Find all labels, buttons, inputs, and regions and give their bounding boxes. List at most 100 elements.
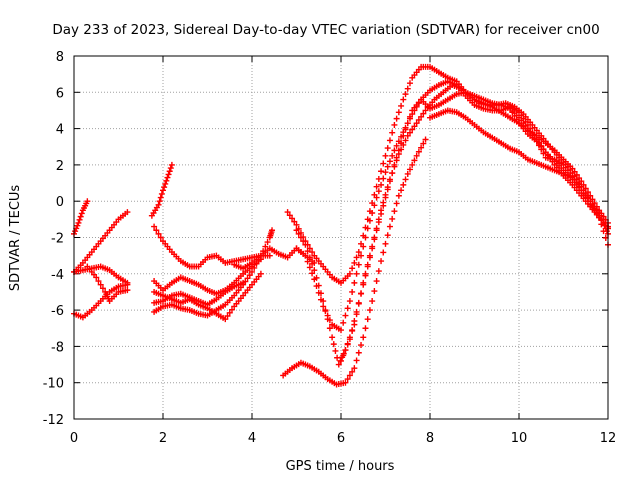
- data-point: [386, 223, 393, 230]
- series-track-5: [84, 263, 131, 305]
- data-point: [389, 129, 396, 136]
- data-point: [251, 264, 258, 271]
- data-point: [244, 275, 251, 282]
- data-point: [395, 109, 402, 116]
- data-point: [155, 201, 162, 208]
- data-point: [304, 248, 311, 255]
- data-point: [344, 376, 351, 383]
- data-point: [373, 227, 380, 234]
- data-point: [342, 379, 349, 386]
- data-point: [99, 285, 106, 292]
- data-point: [386, 137, 393, 144]
- data-point: [293, 221, 300, 228]
- data-point: [246, 272, 253, 279]
- data-point: [76, 216, 83, 223]
- data-point: [409, 126, 416, 133]
- data-point: [415, 148, 422, 155]
- data-point: [340, 319, 347, 326]
- data-point: [389, 152, 396, 159]
- y-tick-label: -12: [43, 413, 64, 428]
- data-point: [342, 347, 349, 354]
- data-point: [386, 158, 393, 165]
- data-point: [375, 268, 382, 275]
- data-point: [378, 168, 385, 175]
- data-point: [384, 145, 391, 152]
- data-point: [400, 181, 407, 188]
- data-point: [344, 341, 351, 348]
- data-point: [600, 219, 607, 226]
- data-point: [284, 209, 291, 216]
- data-point: [400, 96, 407, 103]
- data-point: [351, 317, 358, 324]
- data-point: [584, 198, 591, 205]
- x-tick-label: 6: [337, 431, 345, 446]
- data-point: [404, 120, 411, 127]
- data-point: [351, 279, 358, 286]
- data-point: [309, 270, 316, 277]
- data-point: [124, 209, 131, 216]
- data-point: [160, 187, 166, 194]
- data-point: [398, 102, 405, 109]
- data-point: [507, 105, 514, 112]
- data-point: [362, 325, 369, 332]
- data-point: [509, 109, 516, 116]
- data-point: [317, 290, 324, 297]
- data-point: [306, 264, 313, 271]
- data-point: [573, 180, 580, 187]
- data-point: [511, 112, 518, 119]
- y-tick-label: -4: [51, 268, 64, 283]
- data-point: [380, 160, 387, 167]
- x-tick-label: 4: [248, 431, 256, 446]
- data-point: [384, 186, 391, 193]
- data-point: [366, 254, 373, 261]
- data-point: [380, 175, 387, 182]
- data-point: [398, 140, 405, 147]
- data-point: [364, 316, 371, 323]
- data-point: [411, 123, 418, 130]
- data-point: [315, 282, 322, 289]
- data-point: [78, 210, 85, 217]
- data-point: [269, 227, 276, 234]
- data-point: [536, 142, 543, 149]
- y-tick-label: 0: [56, 195, 64, 210]
- data-point: [249, 268, 255, 275]
- data-point: [380, 202, 387, 209]
- data-point: [373, 278, 380, 285]
- data-point: [576, 183, 583, 190]
- x-axis-label: GPS time / hours: [286, 459, 395, 474]
- data-point: [286, 212, 293, 219]
- data-point: [358, 290, 365, 297]
- data-point: [124, 279, 131, 286]
- data-point: [163, 177, 170, 184]
- data-point: [124, 287, 131, 294]
- y-tick-label: 2: [56, 159, 64, 174]
- data-point: [358, 252, 365, 259]
- data-point: [338, 357, 344, 364]
- data-point: [344, 305, 351, 312]
- data-point: [161, 184, 168, 191]
- y-tick-label: 6: [56, 86, 64, 101]
- y-axis-label: SDTVAR / TECUs: [8, 185, 23, 292]
- data-point: [375, 188, 382, 195]
- data-point: [406, 129, 413, 136]
- data-point: [413, 152, 420, 159]
- data-point: [582, 194, 589, 201]
- data-point: [409, 161, 416, 168]
- data-point: [334, 354, 341, 361]
- data-point: [398, 187, 405, 194]
- data-point: [346, 270, 353, 277]
- series-track-6: [148, 161, 175, 219]
- data-point: [406, 80, 413, 87]
- y-tick-label: -10: [43, 377, 64, 392]
- data-point: [332, 347, 339, 354]
- data-point: [580, 190, 587, 197]
- data-point: [371, 236, 378, 243]
- data-point: [156, 198, 163, 205]
- series-track-1: [71, 198, 91, 237]
- data-point: [165, 171, 172, 178]
- data-point: [97, 281, 104, 288]
- y-tick-label: -6: [51, 304, 64, 319]
- data-point: [293, 227, 300, 234]
- data-point: [330, 341, 337, 348]
